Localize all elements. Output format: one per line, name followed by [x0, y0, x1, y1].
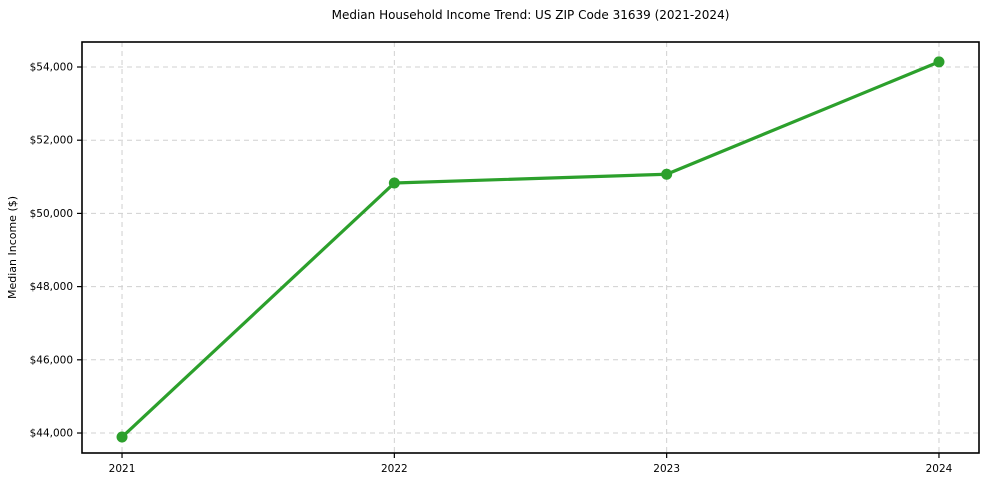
y-tick-label: $44,000 — [30, 428, 73, 440]
y-tick-label: $54,000 — [30, 61, 73, 73]
plot-frame — [81, 41, 980, 454]
x-tick-label: 2024 — [926, 463, 953, 475]
data-point-marker — [661, 168, 673, 180]
x-tick-label: 2021 — [109, 463, 136, 475]
data-point-marker — [116, 431, 128, 443]
data-point-marker — [388, 177, 400, 189]
chart-title: Median Household Income Trend: US ZIP Co… — [331, 8, 730, 22]
y-tick-label: $48,000 — [30, 281, 73, 293]
y-tick-label: $50,000 — [30, 208, 73, 220]
data-line — [120, 60, 941, 439]
y-tick-label: $46,000 — [30, 354, 73, 366]
x-tick-label: 2022 — [381, 463, 408, 475]
x-tick-label: 2023 — [653, 463, 680, 475]
data-point-marker — [933, 56, 945, 68]
y-tick-label: $52,000 — [30, 135, 73, 147]
